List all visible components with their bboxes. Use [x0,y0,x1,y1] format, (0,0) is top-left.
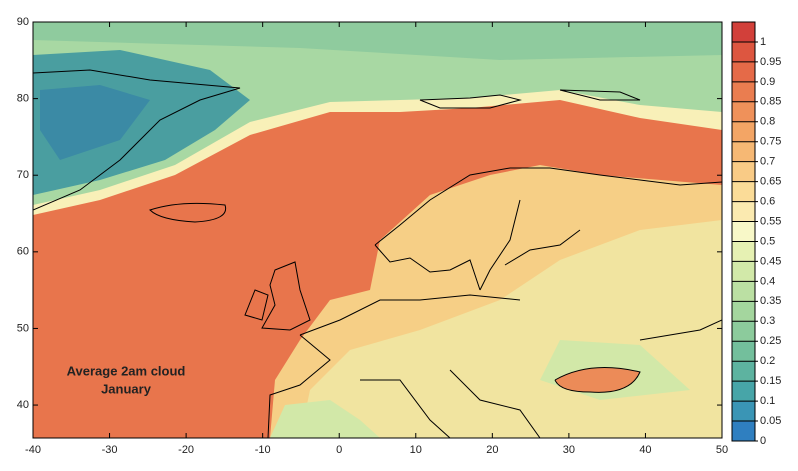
field-top [33,22,722,60]
colorbar-segment [732,141,755,162]
x-tick-label: -20 [178,444,194,456]
y-tick-label: 60 [17,246,29,258]
colorbar-segment [732,401,755,422]
colorbar-tick-label: 0.65 [760,176,781,188]
colorbar-tick-label: 0.75 [760,136,781,148]
colorbar-segment [732,421,755,441]
colorbar-segment [732,261,755,282]
colorbar-tick-label: 0.55 [760,215,781,227]
coastline [149,202,227,223]
colorbar-tick-label: 0.25 [760,335,781,347]
colorbar-segment [732,381,755,402]
colorbar-tick-label: 0.9 [760,76,775,88]
x-tick-label: 20 [486,444,498,456]
colorbar-tick-label: 0.4 [760,275,775,287]
colorbar-segment [732,101,755,122]
x-tick-label: -30 [102,444,118,456]
colorbar-tick-label: 0.95 [760,56,781,68]
y-tick-label: 80 [17,93,29,105]
annotation: January [101,381,152,396]
colorbar-segment [732,22,755,42]
colorbar-tick-label: 1 [760,36,766,48]
coastline [374,167,722,291]
field-greenland-core [40,85,150,160]
coastline [267,294,722,438]
colorbar-segment [732,301,755,322]
x-tick-label: 10 [410,444,422,456]
colorbar-tick-label: 0.1 [760,395,775,407]
x-tick-label: 30 [563,444,575,456]
field-black-sea [555,367,640,393]
coastline [244,261,311,331]
y-tick-label: 70 [17,169,29,181]
colorbar-segment [732,121,755,142]
colorbar-tick-label: 0.6 [760,195,775,207]
coastline [419,89,641,109]
colorbar-segment [732,81,755,102]
colorbar-tick-label: 0.7 [760,156,775,168]
field-green-patches [270,340,690,438]
colorbar-segment [732,341,755,362]
x-tick-label: 40 [639,444,651,456]
x-tick-label: 0 [336,444,342,456]
colorbar-segment [732,221,755,242]
annotation: Average 2am cloud [67,363,186,378]
y-tick-label: 40 [17,399,29,411]
colorbar-segment [732,161,755,182]
colorbar-segment [732,181,755,202]
colorbar-segment [732,241,755,262]
colorbar-segment [732,201,755,222]
coastline [33,69,241,211]
colorbar-tick-label: 0.3 [760,315,775,327]
colorbar-tick-label: 0.2 [760,355,775,367]
y-tick-label: 50 [17,322,29,334]
x-tick-label: 50 [716,444,728,456]
field-north [33,22,722,205]
x-tick-label: -10 [255,444,271,456]
colorbar-tick-label: 0.5 [760,235,775,247]
colorbar-segment [732,41,755,62]
colorbar-tick-label: 0.35 [760,295,781,307]
colorbar-tick-label: 0.05 [760,415,781,427]
x-tick-label: -40 [25,444,41,456]
colorbar-segment [732,281,755,302]
y-tick-label: 90 [17,16,29,28]
colorbar-tick-label: 0 [760,435,766,447]
colorbar-segment [732,321,755,342]
cloud-field [33,22,722,438]
colorbar-tick-label: 0.85 [760,96,781,108]
colorbar-tick-label: 0.45 [760,255,781,267]
plot-frame [32,21,723,439]
colorbar-segment [732,61,755,82]
colorbar-tick-label: 0.15 [760,375,781,387]
colorbar-tick-label: 0.8 [760,116,775,128]
colorbar-segment [732,361,755,382]
